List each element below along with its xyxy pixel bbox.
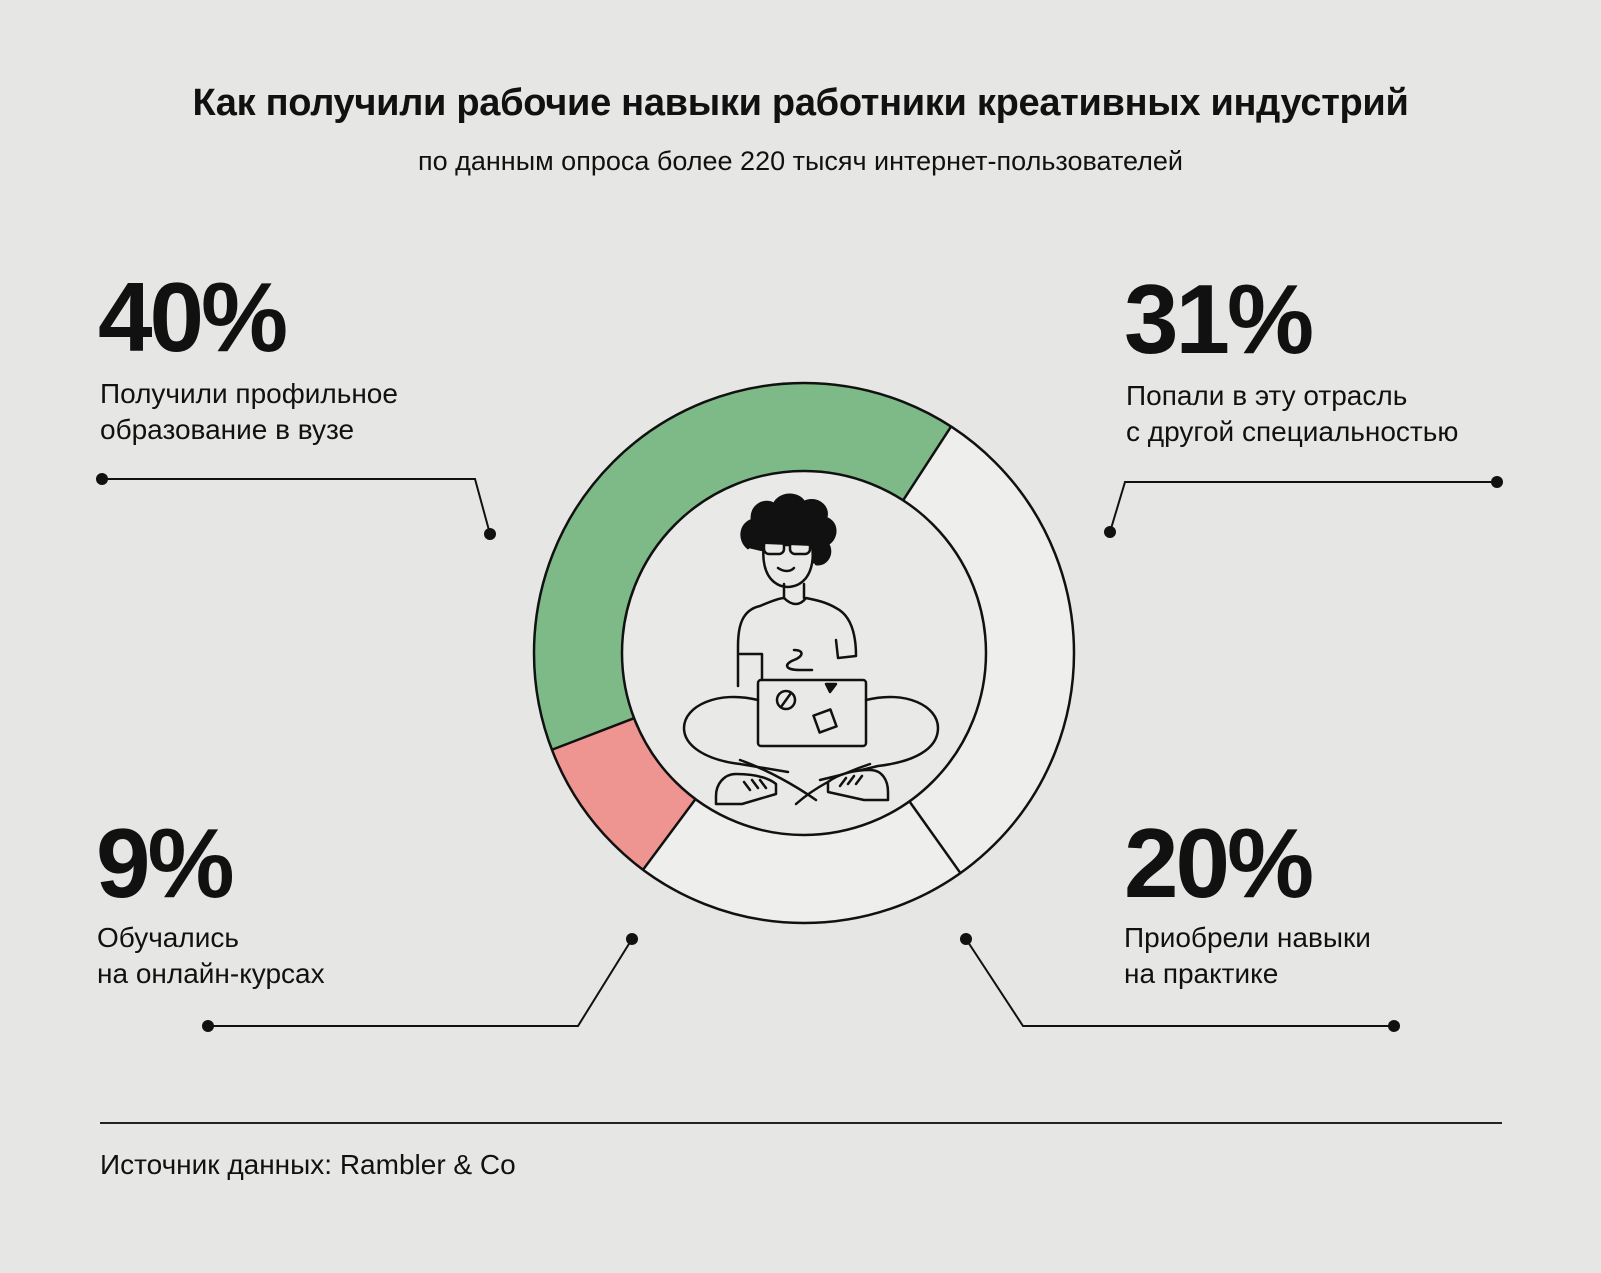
leader-dot — [960, 933, 972, 945]
leader-line-40 — [102, 478, 491, 535]
donut-slice-20 — [643, 799, 961, 924]
leader-dot — [1388, 1020, 1400, 1032]
legs-icon — [682, 695, 940, 782]
laptop-icon — [756, 678, 868, 748]
callout-9-line2: на онлайн-курсах — [97, 958, 325, 989]
leader-dots — [96, 473, 1503, 1032]
callout-20-line1: Приобрели навыки — [1124, 922, 1371, 953]
leader-lines — [102, 478, 1497, 1027]
callout-40-line1: Получили профильное — [100, 378, 398, 409]
callout-40-line2: образование в вузе — [100, 414, 355, 445]
source-note: Источник данных: Rambler & Co — [100, 1149, 516, 1180]
leader-dot — [1491, 476, 1503, 488]
shoe-icon — [826, 768, 890, 802]
slice-divider — [551, 717, 635, 751]
leader-dot — [202, 1020, 214, 1032]
footer-divider — [100, 1122, 1502, 1124]
callout-9-line1: Обучались — [97, 922, 239, 953]
chart-subtitle: по данным опроса более 220 тысяч интерне… — [417, 146, 1183, 176]
slice-divider — [902, 425, 953, 502]
callout-31-value: 31% — [1124, 264, 1314, 374]
callout-31-line1: Попали в эту отрасль — [1126, 380, 1408, 411]
donut-inner-outline — [620, 469, 988, 837]
face-icon — [762, 542, 814, 589]
person-with-laptop-illustration — [682, 493, 940, 806]
callout-40-label: Получили профильное образование в вузе — [100, 376, 398, 448]
donut-slice-9 — [551, 718, 696, 870]
leader-line-20 — [965, 938, 1394, 1027]
callout-20-line2: на практике — [1124, 958, 1279, 989]
donut-slice-40 — [534, 382, 952, 750]
leader-line-31 — [1109, 481, 1497, 533]
callout-20-label: Приобрели навыки на практике — [1124, 920, 1371, 992]
leader-dot — [1104, 526, 1116, 538]
leader-dot — [484, 528, 496, 540]
callout-31-label: Попали в эту отрасль с другой специально… — [1126, 378, 1458, 450]
leader-dot — [626, 933, 638, 945]
donut-outer-outline — [532, 381, 1076, 925]
callout-20-value: 20% — [1124, 808, 1314, 918]
callout-40-value: 40% — [98, 262, 288, 372]
leader-line-9 — [208, 938, 633, 1027]
slice-divider — [642, 798, 697, 871]
callout-9-label: Обучались на онлайн-курсах — [97, 920, 325, 992]
chart-title: Как получили рабочие навыки работники кр… — [192, 82, 1409, 124]
leader-dot — [96, 473, 108, 485]
callout-31-line2: с другой специальностью — [1126, 416, 1459, 447]
slice-dividers — [551, 425, 962, 874]
slice-divider — [908, 800, 962, 874]
tshirt-icon — [736, 596, 858, 688]
callout-9-value: 9% — [96, 808, 235, 918]
